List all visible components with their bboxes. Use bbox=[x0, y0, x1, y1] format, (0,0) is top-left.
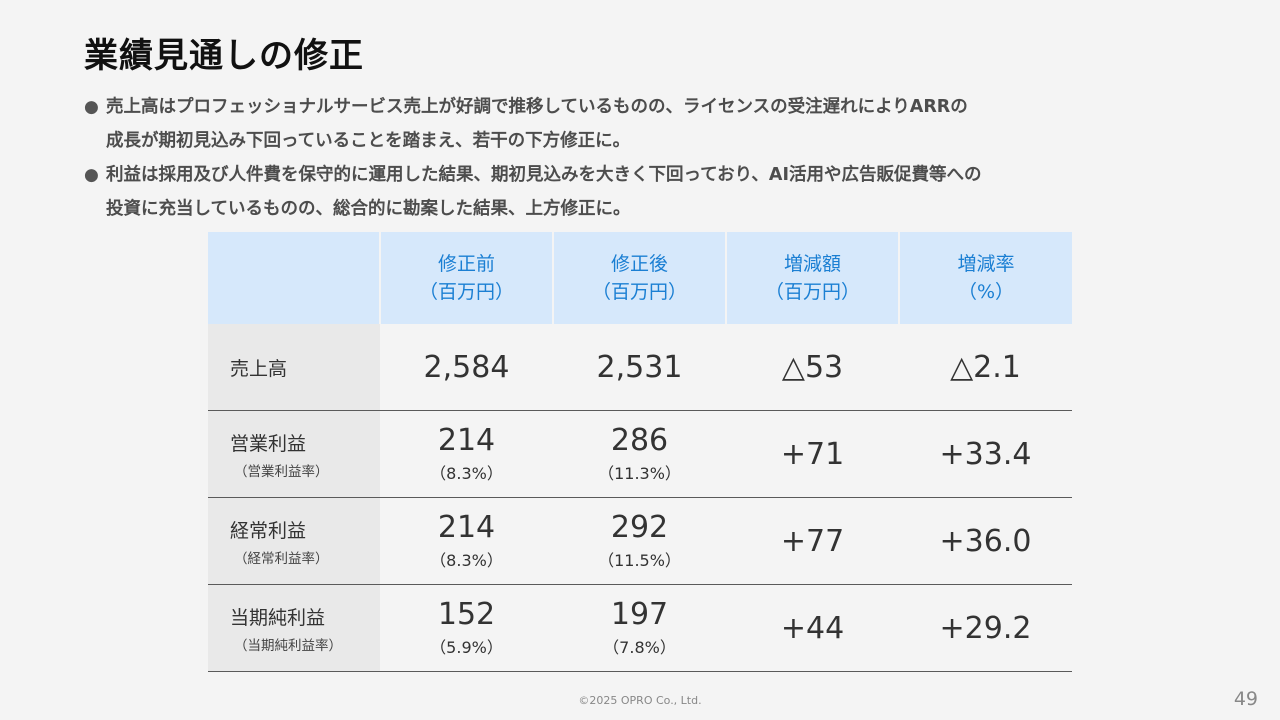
table-row: 営業利益 （営業利益率） 214 （8.3%） 286 （11.3%） +71 … bbox=[208, 410, 1072, 498]
bullet-dot-icon: ● bbox=[84, 97, 99, 117]
header-corner-cell bbox=[208, 232, 380, 324]
table-row: 当期純利益 （当期純利益率） 152 （5.9%） 197 （7.8%） +44… bbox=[208, 584, 1072, 672]
row-label-cell: 売上高 bbox=[208, 324, 380, 411]
header-unit: （%） bbox=[957, 281, 1015, 303]
after-margin: （7.8%） bbox=[603, 638, 676, 657]
bullet-dot-icon: ● bbox=[84, 165, 99, 185]
table-row: 売上高 2,584 2,531 △53 △2.1 bbox=[208, 324, 1072, 411]
bullet-revenue: ● 売上高はプロフェッショナルサービス売上が好調で推移しているものの、ライセンス… bbox=[84, 90, 1204, 158]
diff-value: +44 bbox=[780, 610, 845, 646]
row-sublabel: （経常利益率） bbox=[234, 550, 329, 567]
before-value: 214 bbox=[437, 510, 496, 545]
header-title: 増減額 bbox=[783, 253, 841, 275]
rate-cell: +36.0 bbox=[899, 497, 1072, 585]
before-value: 152 bbox=[437, 597, 496, 632]
summary-bullets: ● 売上高はプロフェッショナルサービス売上が好調で推移しているものの、ライセンス… bbox=[84, 90, 1204, 226]
row-label: 売上高 bbox=[230, 357, 288, 380]
diff-cell: +44 bbox=[726, 584, 899, 672]
rate-value: +33.4 bbox=[939, 436, 1032, 472]
row-label-cell: 営業利益 （営業利益率） bbox=[208, 410, 380, 498]
header-before: 修正前 （百万円） bbox=[379, 232, 553, 324]
page-number: 49 bbox=[1233, 688, 1258, 710]
row-label-cell: 当期純利益 （当期純利益率） bbox=[208, 584, 380, 672]
rate-value: +29.2 bbox=[939, 610, 1032, 646]
forecast-revision-table: 修正前 （百万円） 修正後 （百万円） 増減額 （百万円） 増減率 （%） 売上… bbox=[208, 232, 1072, 672]
before-cell: 214 （8.3%） bbox=[380, 410, 553, 498]
diff-value: +77 bbox=[780, 523, 845, 559]
before-margin: （8.3%） bbox=[430, 464, 503, 483]
diff-value: △53 bbox=[781, 349, 844, 385]
after-value: 286 bbox=[610, 423, 669, 458]
header-title: 修正前 bbox=[437, 253, 495, 275]
before-value: 2,584 bbox=[423, 349, 510, 385]
rate-cell: +33.4 bbox=[899, 410, 1072, 498]
bullet-line: 投資に充当しているものの、総合的に勘案した結果、上方修正に。 bbox=[106, 199, 631, 219]
diff-cell: +71 bbox=[726, 410, 899, 498]
row-sublabel: （営業利益率） bbox=[234, 463, 329, 480]
copyright-footer: ©2025 OPRO Co., Ltd. bbox=[578, 694, 702, 707]
after-value: 2,531 bbox=[596, 349, 683, 385]
header-diff: 増減額 （百万円） bbox=[725, 232, 899, 324]
before-margin: （8.3%） bbox=[430, 551, 503, 570]
table-header-row: 修正前 （百万円） 修正後 （百万円） 増減額 （百万円） 増減率 （%） bbox=[208, 232, 1072, 324]
diff-cell: +77 bbox=[726, 497, 899, 585]
rate-value: △2.1 bbox=[950, 349, 1021, 385]
rate-value: +36.0 bbox=[939, 523, 1032, 559]
table-row: 経常利益 （経常利益率） 214 （8.3%） 292 （11.5%） +77 … bbox=[208, 497, 1072, 585]
rate-cell: +29.2 bbox=[899, 584, 1072, 672]
after-cell: 2,531 bbox=[553, 324, 726, 411]
header-title: 増減率 bbox=[957, 253, 1015, 275]
before-margin: （5.9%） bbox=[430, 638, 503, 657]
after-cell: 292 （11.5%） bbox=[553, 497, 726, 585]
after-cell: 286 （11.3%） bbox=[553, 410, 726, 498]
bullet-line: 利益は採用及び人件費を保守的に運用した結果、期初見込みを大きく下回っており、AI… bbox=[106, 165, 982, 185]
before-cell: 214 （8.3%） bbox=[380, 497, 553, 585]
bullet-line: 成長が期初見込み下回っていることを踏まえ、若干の下方修正に。 bbox=[106, 131, 631, 151]
header-unit: （百万円） bbox=[418, 281, 514, 303]
row-label: 経常利益 bbox=[230, 519, 307, 542]
page-title: 業績見通しの修正 bbox=[84, 36, 364, 76]
rate-cell: △2.1 bbox=[899, 324, 1072, 411]
before-value: 214 bbox=[437, 423, 496, 458]
bullet-line: 売上高はプロフェッショナルサービス売上が好調で推移しているものの、ライセンスの受… bbox=[106, 97, 968, 117]
after-value: 197 bbox=[610, 597, 669, 632]
after-margin: （11.5%） bbox=[598, 551, 681, 570]
row-label: 当期純利益 bbox=[230, 606, 326, 629]
after-value: 292 bbox=[610, 510, 669, 545]
row-label: 営業利益 bbox=[230, 432, 307, 455]
diff-value: +71 bbox=[780, 436, 845, 472]
diff-cell: △53 bbox=[726, 324, 899, 411]
row-label-cell: 経常利益 （経常利益率） bbox=[208, 497, 380, 585]
after-margin: （11.3%） bbox=[598, 464, 681, 483]
bullet-profit: ● 利益は採用及び人件費を保守的に運用した結果、期初見込みを大きく下回っており、… bbox=[84, 158, 1204, 226]
before-cell: 152 （5.9%） bbox=[380, 584, 553, 672]
header-rate: 増減率 （%） bbox=[898, 232, 1072, 324]
header-after: 修正後 （百万円） bbox=[552, 232, 726, 324]
header-unit: （百万円） bbox=[591, 281, 687, 303]
header-unit: （百万円） bbox=[764, 281, 860, 303]
row-sublabel: （当期純利益率） bbox=[234, 637, 342, 654]
after-cell: 197 （7.8%） bbox=[553, 584, 726, 672]
before-cell: 2,584 bbox=[380, 324, 553, 411]
header-title: 修正後 bbox=[610, 253, 668, 275]
